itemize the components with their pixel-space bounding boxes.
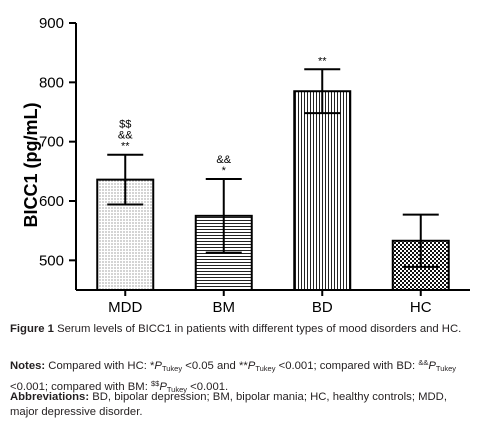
y-axis-label: BICC1 (pg/mL) [21, 103, 41, 228]
notes-p-1: P [154, 360, 162, 372]
notes: Notes: Compared with HC: *PTukey <0.05 a… [10, 355, 472, 397]
labels: MDD**&&$$BM*&&BD**HC [108, 55, 432, 316]
x-tick-label-bm: BM [213, 299, 236, 316]
y-tick-label: 900 [39, 15, 64, 32]
significance-marker: * [222, 165, 227, 177]
y-tick-label: 800 [39, 74, 64, 91]
notes-label: Notes: [10, 360, 46, 372]
notes-p-3: P [428, 360, 436, 372]
notes-tukey-1: Tukey [161, 364, 183, 373]
significance-marker: ** [121, 141, 130, 153]
significance-marker: ** [318, 55, 327, 67]
notes-tukey-2: Tukey [255, 364, 276, 373]
y-tick-label: 600 [39, 193, 64, 210]
bar-bd [293, 90, 352, 291]
abbreviations-label: Abbreviations: [10, 391, 90, 403]
significance-marker: && [118, 130, 133, 142]
notes-part-4: <0.001; compared with BM: [10, 381, 151, 393]
notes-part-3: <0.001; compared with BD: [275, 360, 419, 372]
x-tick-label-mdd: MDD [108, 299, 142, 316]
notes-p-4: P [159, 381, 167, 393]
x-tick-label-bd: BD [312, 299, 333, 316]
notes-tukey-4: Tukey [166, 385, 188, 394]
x-tick-label-hc: HC [410, 299, 432, 316]
figure-caption: Figure 1 Serum levels of BICC1 in patien… [10, 322, 472, 337]
abbreviations-text: BD, bipolar depression; BM, bipolar mani… [10, 391, 447, 418]
notes-p-2: P [247, 360, 256, 372]
figure-text: Serum levels of BICC1 in patients with d… [57, 323, 462, 335]
figure-label: Figure 1 [10, 323, 54, 335]
notes-part-1: Compared with HC: * [48, 360, 155, 372]
notes-dollar: $$ [150, 379, 160, 388]
notes-part-5: <0.001. [187, 381, 229, 393]
notes-tukey-3: Tukey [435, 364, 457, 373]
notes-part-2: <0.05 and ** [182, 360, 248, 372]
significance-marker: && [216, 154, 231, 166]
y-tick-label: 500 [39, 252, 64, 269]
significance-marker: $$ [119, 119, 131, 131]
notes-amp: && [418, 358, 429, 367]
abbreviations: Abbreviations: BD, bipolar depression; B… [10, 390, 472, 420]
y-tick-label: 700 [39, 134, 64, 151]
bars [96, 68, 450, 291]
